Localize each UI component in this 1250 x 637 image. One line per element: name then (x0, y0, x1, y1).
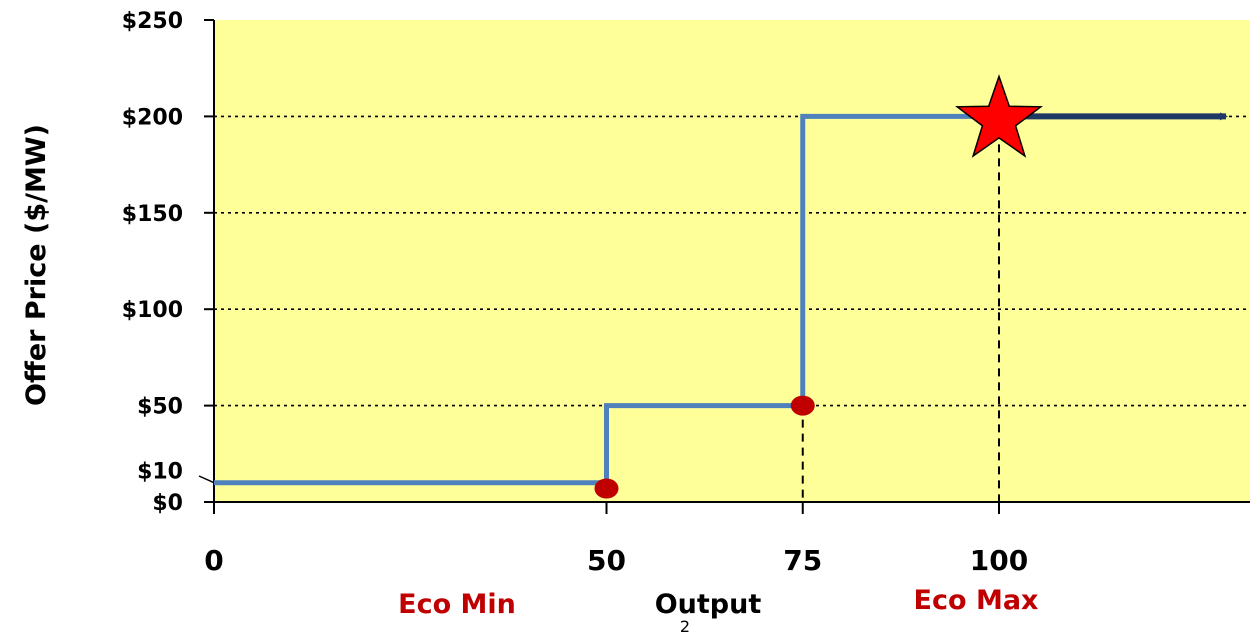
offer-step-line (214, 113, 999, 486)
annotation-eco-min: Eco Min (398, 589, 516, 620)
y-tick-label: $100 (122, 298, 183, 323)
x-tick-label: 75 (783, 544, 822, 577)
y-tick-10-leader (198, 475, 215, 484)
y-tick-label: $50 (137, 395, 183, 420)
y-tick-label: $10 (137, 460, 183, 485)
y-tick-label: $250 (122, 9, 183, 34)
annotation-eco-max: Eco Max (914, 585, 1039, 616)
x-tick-label: 50 (587, 544, 626, 577)
offer-point-marker (790, 395, 815, 416)
y-tick-label: $0 (152, 491, 183, 516)
offer-point-marker (594, 478, 619, 499)
x-axis-label: Output (655, 589, 762, 620)
y-axis-label: Offer Price ($/MW) (21, 124, 52, 406)
y-tick-label: $200 (122, 105, 183, 130)
plot-area (214, 20, 1250, 502)
eco-max-star (955, 74, 1043, 158)
x-tick-label: 0 (204, 544, 223, 577)
y-tick-label: $150 (122, 202, 183, 227)
x-tick-label: 100 (970, 544, 1028, 577)
page-number: 2 (680, 617, 690, 636)
